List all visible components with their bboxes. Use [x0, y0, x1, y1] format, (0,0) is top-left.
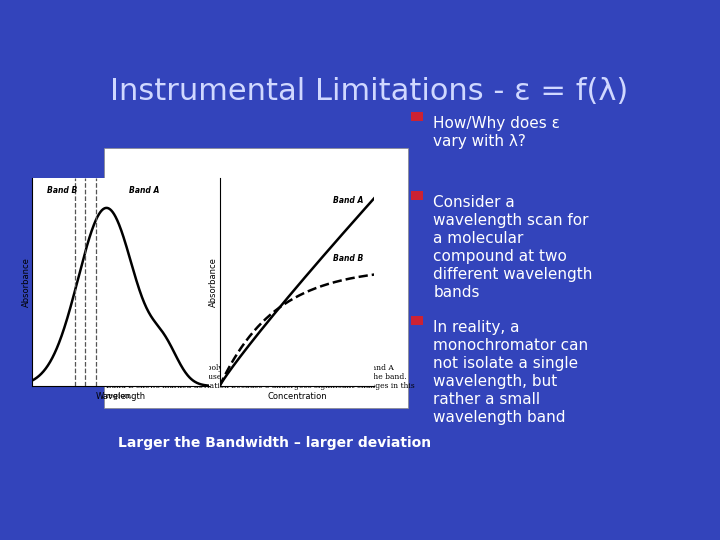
X-axis label: Wavelength: Wavelength: [96, 392, 145, 401]
FancyBboxPatch shape: [104, 148, 408, 408]
Text: Instrumental Limitations - ε = f(λ): Instrumental Limitations - ε = f(λ): [110, 77, 628, 106]
X-axis label: Concentration: Concentration: [267, 392, 327, 401]
FancyBboxPatch shape: [411, 112, 423, 122]
Text: How/Why does ε
vary with λ?: How/Why does ε vary with λ?: [433, 116, 560, 149]
FancyBboxPatch shape: [411, 191, 423, 200]
Text: Band B: Band B: [47, 186, 77, 195]
Text: Band A: Band A: [333, 196, 364, 205]
FancyBboxPatch shape: [411, 316, 423, 325]
Text: Band A: Band A: [130, 186, 160, 195]
Text: Figure 13-5  The effect of polychromatic radiation upon Beer’s law. Band A
shows: Figure 13-5 The effect of polychromatic …: [106, 364, 415, 400]
Text: In reality, a
monochromator can
not isolate a single
wavelength, but
rather a sm: In reality, a monochromator can not isol…: [433, 320, 588, 424]
Text: Band B: Band B: [333, 254, 364, 264]
Text: Larger the Bandwidth – larger deviation: Larger the Bandwidth – larger deviation: [118, 436, 431, 450]
Y-axis label: Absorbance: Absorbance: [210, 257, 218, 307]
Text: Consider a
wavelength scan for
a molecular
compound at two
different wavelength
: Consider a wavelength scan for a molecul…: [433, 195, 593, 300]
Y-axis label: Absorbance: Absorbance: [22, 257, 31, 307]
